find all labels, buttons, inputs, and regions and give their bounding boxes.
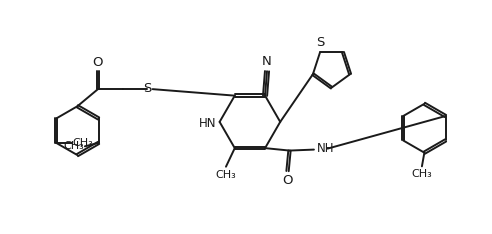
Text: S: S: [143, 82, 152, 95]
Text: O: O: [282, 174, 293, 187]
Text: NH: NH: [317, 142, 335, 155]
Text: CH₃: CH₃: [215, 170, 236, 180]
Text: S: S: [316, 36, 324, 49]
Text: HN: HN: [199, 117, 216, 130]
Text: CH₃: CH₃: [63, 141, 85, 151]
Text: CH₃: CH₃: [72, 138, 93, 148]
Text: CH₃: CH₃: [411, 169, 432, 179]
Text: O: O: [92, 56, 103, 69]
Text: N: N: [262, 55, 272, 68]
